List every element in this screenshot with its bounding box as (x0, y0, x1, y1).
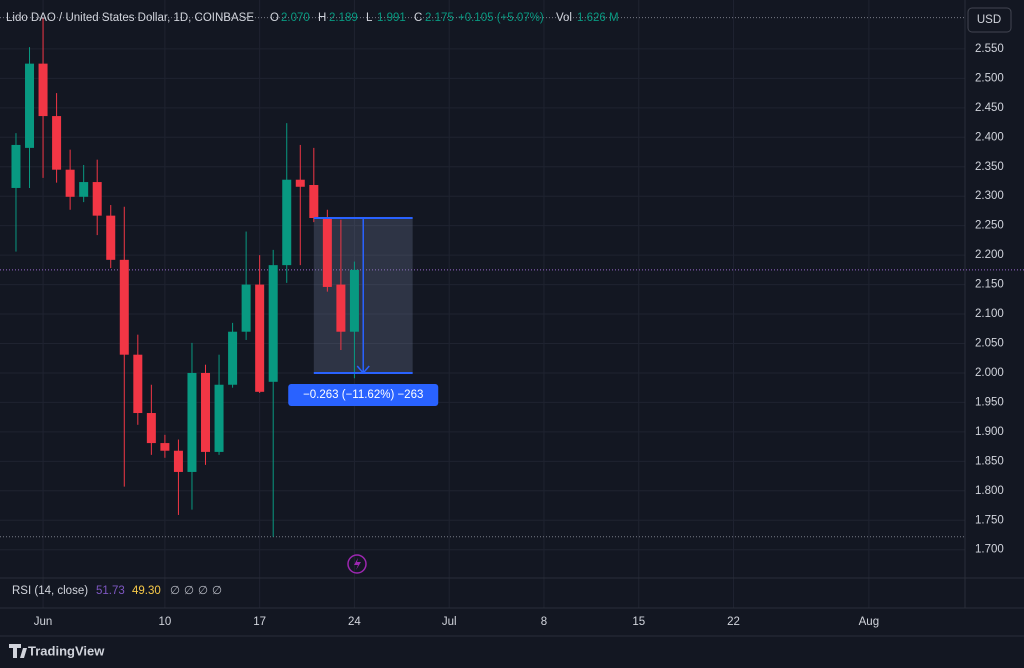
candle-body (146, 413, 156, 444)
y-tick-label: 2.100 (975, 308, 1004, 320)
candle-body (187, 372, 197, 472)
x-tick-label: Aug (859, 616, 879, 628)
x-tick-label: 8 (541, 616, 547, 628)
y-tick-label: 2.550 (975, 43, 1004, 55)
candle-body (268, 265, 278, 382)
candle-body (322, 218, 332, 287)
y-tick-label: 2.450 (975, 102, 1004, 114)
y-tick-label: 2.050 (975, 338, 1004, 350)
measure-label: −0.263 (−11.62%) −263 (303, 389, 423, 401)
rsi-na: ∅ (184, 585, 194, 597)
footer (0, 636, 1024, 668)
brand: TradingView (28, 643, 105, 658)
currency[interactable]: USD (977, 14, 1001, 26)
candle-body (52, 116, 62, 170)
x-tick-label: Jun (34, 616, 53, 628)
candle-body (349, 269, 359, 332)
rsi-na: ∅ (198, 585, 208, 597)
ohlc-change: +0.105 (+5.07%) (458, 12, 544, 24)
y-tick-label: 2.500 (975, 72, 1004, 84)
candle-body (295, 179, 305, 187)
ohlc-key: O (270, 12, 279, 24)
ohlc-value: 2.070 (281, 12, 310, 24)
vol-value: 1.626 M (577, 12, 619, 24)
x-tick-label: 10 (158, 616, 171, 628)
candle-body (241, 284, 251, 332)
y-tick-label: 2.400 (975, 131, 1004, 143)
candle-body (282, 179, 292, 266)
y-tick-label: 2.300 (975, 190, 1004, 202)
rsi-ma: 49.30 (132, 585, 161, 597)
x-tick-label: 22 (727, 616, 740, 628)
y-tick-label: 1.900 (975, 426, 1004, 438)
ohlc-value: 2.175 (425, 12, 454, 24)
candle-body (119, 259, 129, 355)
y-tick-label: 1.950 (975, 396, 1004, 408)
y-tick-label: 2.150 (975, 279, 1004, 291)
y-tick-label: 2.000 (975, 367, 1004, 379)
vol-key: Vol (556, 12, 572, 24)
event-icon-bolt (354, 558, 361, 570)
candle-body (11, 144, 21, 188)
x-tick-label: 17 (253, 616, 266, 628)
candle-body (228, 331, 238, 385)
candle-body (160, 443, 170, 451)
y-tick-label: 1.800 (975, 485, 1004, 497)
y-tick-label: 1.700 (975, 544, 1004, 556)
measure-arrowhead (356, 365, 370, 375)
ohlc-key: L (366, 12, 373, 24)
rsi-value: 51.73 (96, 585, 125, 597)
candle-body (79, 182, 89, 197)
candle-body (133, 354, 143, 414)
brand-logo (9, 644, 27, 658)
y-tick-label: 2.200 (975, 249, 1004, 261)
ohlc-key: C (414, 12, 422, 24)
candle-body (106, 215, 116, 260)
candle-body (214, 384, 224, 452)
candle-body (38, 63, 48, 117)
candle-body (336, 284, 346, 332)
x-tick-label: 15 (632, 616, 645, 628)
y-tick-label: 2.350 (975, 161, 1004, 173)
ohlc-value: 1.991 (377, 12, 406, 24)
candle-body (309, 185, 319, 219)
currency-button[interactable] (967, 7, 1012, 33)
rsi-label: RSI (14, close) (12, 585, 88, 597)
ohlc-value: 2.189 (329, 12, 358, 24)
candle-body (25, 63, 35, 148)
candle-body (173, 450, 183, 472)
event-icon[interactable] (347, 554, 367, 574)
y-tick-label: 1.850 (975, 455, 1004, 467)
rsi-na: ∅ (212, 585, 222, 597)
candle-body (201, 372, 211, 452)
rsi-na: ∅ (170, 585, 180, 597)
y-tick-label: 2.250 (975, 220, 1004, 232)
chart-title: Lido DAO / United States Dollar, 1D, COI… (6, 12, 254, 24)
ohlc-key: H (318, 12, 326, 24)
candle-body (255, 284, 265, 392)
measure-label-box (288, 383, 439, 406)
candle-body (65, 169, 75, 197)
x-tick-label: 24 (348, 616, 361, 628)
x-tick-label: Jul (442, 616, 457, 628)
candle-body (92, 182, 102, 216)
y-tick-label: 1.750 (975, 514, 1004, 526)
